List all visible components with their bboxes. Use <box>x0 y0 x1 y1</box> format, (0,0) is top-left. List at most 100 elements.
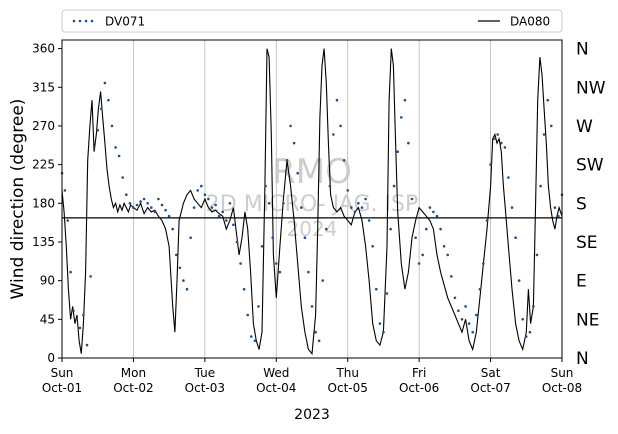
dv071-point <box>242 287 246 291</box>
dv071-point <box>307 270 310 274</box>
y-tick-label: 315 <box>32 80 55 94</box>
dv071-point <box>317 339 321 343</box>
dv071-point <box>425 227 428 231</box>
dv071-point <box>389 227 392 231</box>
dv071-point <box>503 146 507 149</box>
dv071-point <box>178 266 182 270</box>
legend-box <box>61 9 563 33</box>
dv071-point <box>121 176 124 179</box>
dv071-point <box>310 305 314 308</box>
legend-dv071-marker <box>72 19 94 23</box>
dv071-point <box>246 313 249 317</box>
x-tick-date: Oct-08 <box>542 381 582 395</box>
dv071-point <box>282 202 285 205</box>
dv071-point <box>139 200 142 203</box>
dv071-point <box>100 107 103 111</box>
dv071-point <box>257 305 260 308</box>
dv071-point <box>96 128 99 132</box>
dv071-point <box>532 305 535 308</box>
dv071-point <box>63 189 67 192</box>
dv071-point <box>328 184 332 188</box>
x-axis-label: 2023 <box>294 407 330 423</box>
y-tick-label: 90 <box>40 274 55 288</box>
y-tick-label: 135 <box>32 235 55 249</box>
dv071-point <box>464 305 467 308</box>
dv071-point <box>296 171 300 175</box>
dv071-point <box>300 206 303 209</box>
y-tick-label: 270 <box>32 119 55 133</box>
dv071-point <box>314 330 317 334</box>
dv071-point <box>66 219 69 222</box>
dv071-point <box>75 318 78 321</box>
dv071-point <box>450 275 453 278</box>
dv071-point <box>214 203 217 207</box>
dv071-point <box>453 296 457 300</box>
series-da080 <box>61 48 563 356</box>
y-tick-label: 0 <box>47 351 55 365</box>
dv071-point <box>125 193 128 196</box>
da080-line <box>61 48 563 356</box>
dv071-point <box>375 287 378 291</box>
compass-label: N <box>576 40 589 60</box>
dv071-point <box>403 98 407 102</box>
dv071-point <box>239 262 242 265</box>
dv071-point <box>378 322 382 325</box>
x-tick-date: Oct-05 <box>328 381 368 395</box>
dv071-point <box>132 206 135 209</box>
dv071-point <box>478 287 482 291</box>
dv071-point <box>85 343 89 347</box>
dv071-point <box>175 253 178 257</box>
dv071-point <box>235 240 239 244</box>
dv071-point <box>535 253 539 257</box>
dv071-point <box>525 335 528 338</box>
dv071-point <box>292 141 296 145</box>
dv071-point <box>432 210 435 214</box>
dv071-point <box>414 236 417 239</box>
compass-label: E <box>576 272 587 292</box>
dv071-point <box>521 318 524 321</box>
series-dv071 <box>60 81 564 347</box>
dv071-point <box>275 262 278 265</box>
dv071-point <box>546 98 549 102</box>
dv071-point <box>339 124 342 128</box>
compass-label: N <box>576 349 589 369</box>
dv071-point <box>69 270 72 274</box>
dv071-point <box>232 223 235 227</box>
dv071-point <box>435 214 439 218</box>
dv071-point <box>303 236 307 239</box>
compass-label: NW <box>576 78 606 98</box>
dv071-point <box>335 98 339 102</box>
dv071-point <box>171 227 174 231</box>
dv071-point <box>385 292 389 295</box>
dv071-point <box>185 287 189 291</box>
dv071-point <box>346 189 350 192</box>
dv071-point <box>110 124 114 128</box>
x-tick-day: Sun <box>51 366 74 380</box>
dv071-point <box>182 279 185 282</box>
dv071-point <box>217 214 221 218</box>
y-tick-label: 180 <box>32 196 55 210</box>
dv071-point <box>153 210 157 214</box>
dv071-point <box>250 335 253 338</box>
dv071-point <box>360 206 364 209</box>
dv071-point <box>396 150 400 153</box>
x-tick-date: Oct-07 <box>470 381 510 395</box>
dv071-point <box>253 339 257 343</box>
dv071-point <box>485 219 489 222</box>
dv071-point <box>192 206 196 209</box>
dv071-point <box>142 197 146 201</box>
dv071-point <box>442 245 446 248</box>
dv071-point <box>371 245 375 248</box>
x-tick-date: Oct-06 <box>399 381 439 395</box>
dv071-point <box>507 176 510 179</box>
dv071-point <box>542 133 546 136</box>
compass-label: S <box>576 194 587 214</box>
dv071-point <box>157 197 160 201</box>
y-tick-label: 45 <box>40 312 55 326</box>
dv071-point <box>428 206 432 209</box>
dv071-point <box>135 203 139 207</box>
dv071-point <box>207 197 210 201</box>
dv071-point <box>267 202 271 205</box>
watermark: RMO 2D MICRO- JAG. ISP 2024 <box>206 152 418 241</box>
x-tick-date: Oct-04 <box>256 381 296 395</box>
